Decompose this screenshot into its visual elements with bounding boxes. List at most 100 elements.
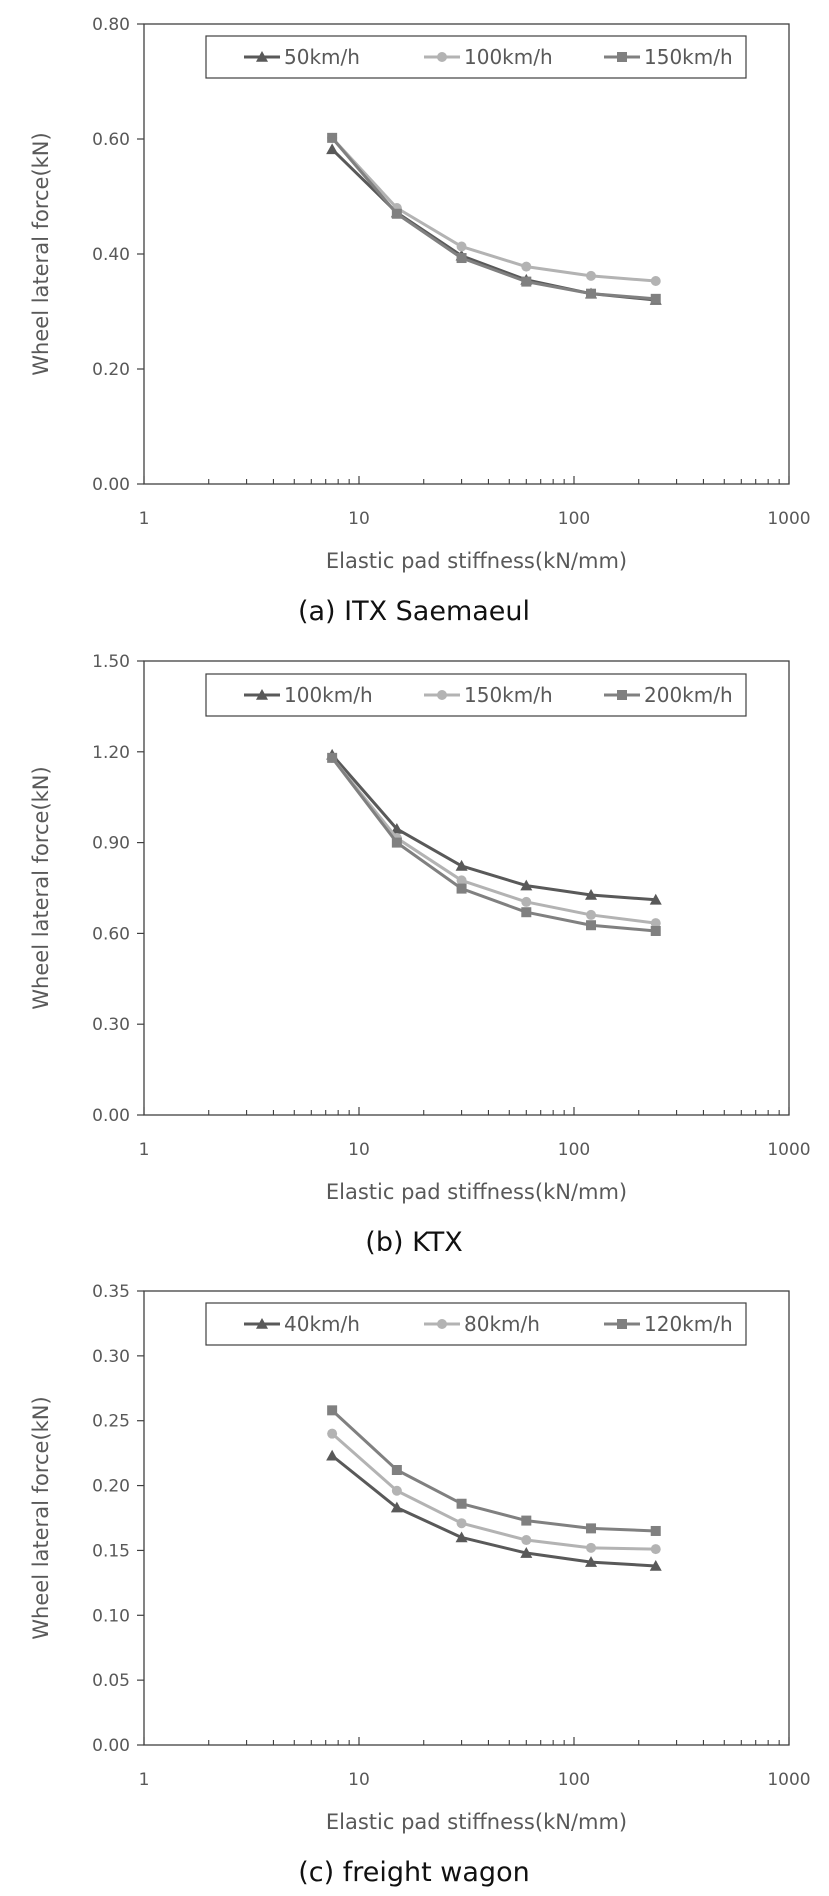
data-point: [520, 1547, 533, 1558]
legend: 100km/h 150km/h 200km/h: [205, 673, 747, 717]
data-point: [586, 1542, 597, 1553]
x-tick-label: 1: [139, 509, 150, 529]
data-point: [649, 1559, 662, 1571]
chart-panel-1: 0.00 0.20 0.40 0.60 0.80 1 10 100 1000 Elastic pa…: [29, 15, 811, 627]
series-line-2: [331, 1432, 656, 1551]
data-point: [650, 293, 661, 304]
data-point: [456, 253, 467, 264]
chart-panel-3: 0.00 0.05 0.10 0.15 0.20 0.25 0.30 0.35 1 10 100 10…: [29, 1282, 811, 1888]
data-point: [456, 875, 467, 886]
data-point: [650, 276, 661, 287]
data-point: [391, 1485, 402, 1496]
y-axis-label: Wheel lateral force(kN): [29, 1396, 53, 1639]
legend-label: 50km/h: [284, 45, 360, 69]
data-point: [327, 132, 338, 143]
data-point: [455, 1531, 468, 1543]
y-tick-label: 0.00: [92, 475, 130, 495]
series-line-1: [331, 1454, 656, 1568]
legend-label: 150km/h: [644, 45, 733, 69]
y-tick-label: 0.30: [92, 1347, 130, 1367]
series-line-3: [331, 1409, 656, 1533]
data-point: [521, 276, 532, 287]
y-tick-label: 1.50: [92, 652, 130, 672]
y-tick-label: 0.60: [92, 130, 130, 150]
data-point: [456, 1518, 467, 1529]
data-point: [586, 909, 597, 920]
y-tick-label: 0.00: [92, 1736, 130, 1756]
legend-label: 150km/h: [464, 683, 553, 707]
series-line-3: [330, 136, 656, 301]
chart-panel-2: 0.00 0.30 0.60 0.90 1.20 1.50 1 10 100 1000 Elasti…: [29, 652, 811, 1258]
legend-box: [205, 673, 747, 717]
y-tick-label: 0.05: [92, 1671, 130, 1691]
legend-label: 80km/h: [464, 1312, 540, 1336]
data-point: [650, 1544, 661, 1555]
x-tick-label: 10: [348, 1140, 370, 1160]
legend-marker: [437, 690, 447, 700]
data-point: [391, 1465, 402, 1476]
x-tick-label: 10: [348, 509, 370, 529]
legend-marker: [256, 51, 268, 62]
data-point: [455, 859, 468, 871]
data-point: [521, 907, 532, 918]
y-tick-label: 0.10: [92, 1606, 130, 1626]
data-point: [585, 1556, 598, 1567]
chart-caption: (b) KTX: [365, 1227, 462, 1258]
data-point: [586, 270, 597, 281]
y-tick-label: 0.20: [92, 360, 130, 380]
data-point: [327, 752, 338, 763]
x-tick-label: 100: [558, 1770, 590, 1790]
legend-label: 120km/h: [644, 1312, 733, 1336]
y-tick-label: 0.15: [92, 1541, 130, 1561]
legend-marker: [617, 52, 627, 62]
legend-box: [205, 1302, 747, 1346]
data-point: [521, 896, 532, 907]
data-point: [521, 261, 532, 272]
legend-label: 40km/h: [284, 1312, 360, 1336]
data-point: [650, 925, 661, 936]
data-point: [327, 1405, 338, 1416]
legend-marker: [437, 1319, 447, 1329]
legend-label: 200km/h: [644, 683, 733, 707]
x-tick-label: 100: [558, 509, 590, 529]
data-point: [326, 143, 339, 155]
x-axis-label: Elastic pad stiffness(kN/mm): [326, 1180, 627, 1204]
legend-label: 100km/h: [284, 683, 373, 707]
data-point: [327, 1428, 338, 1439]
data-point: [456, 241, 467, 252]
y-tick-label: 0.30: [92, 1015, 130, 1035]
y-tick-label: 0.40: [92, 245, 130, 265]
data-point: [391, 837, 402, 848]
series-line-3: [330, 756, 656, 933]
legend-box: [205, 35, 747, 79]
data-point: [326, 1449, 339, 1461]
legend-marker: [617, 690, 627, 700]
series-line-1: [331, 753, 656, 902]
data-point: [456, 883, 467, 894]
legend-marker: [256, 689, 268, 700]
y-tick-label: 0.80: [92, 15, 130, 35]
data-point: [520, 879, 533, 891]
x-tick-label: 1000: [767, 509, 810, 529]
plot-frame: [143, 1290, 790, 1746]
data-point: [650, 918, 661, 929]
data-point: [586, 920, 597, 931]
y-axis-label: Wheel lateral force(kN): [29, 766, 53, 1009]
y-tick-label: 0.90: [92, 834, 130, 854]
legend: 50km/h 100km/h 150km/h: [205, 35, 747, 79]
y-axis-label: Wheel lateral force(kN): [29, 132, 53, 375]
series-line-2: [330, 756, 656, 925]
y-tick-label: 0.00: [92, 1106, 130, 1126]
legend: 40km/h 80km/h 120km/h: [205, 1302, 747, 1346]
y-tick-label: 1.20: [92, 743, 130, 763]
data-point: [521, 1515, 532, 1526]
legend-marker: [256, 1318, 268, 1329]
data-point: [650, 1525, 661, 1536]
data-point: [521, 1535, 532, 1546]
x-tick-label: 10: [348, 1770, 370, 1790]
x-tick-label: 1: [139, 1770, 150, 1790]
x-axis-label: Elastic pad stiffness(kN/mm): [326, 1810, 627, 1834]
legend-marker: [617, 1319, 627, 1329]
